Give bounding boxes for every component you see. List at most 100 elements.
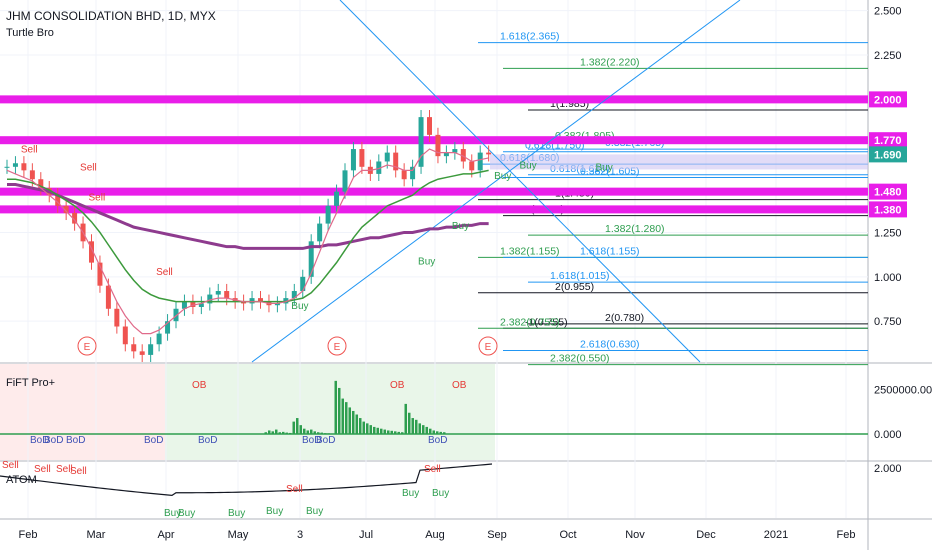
volume-bar[interactable] <box>432 430 436 434</box>
event-marker[interactable] <box>478 336 498 356</box>
volume-bar[interactable] <box>355 414 359 434</box>
volume-bar[interactable] <box>366 423 369 434</box>
volume-bar[interactable] <box>334 380 338 434</box>
candle-body[interactable] <box>139 351 145 355</box>
volume-bar[interactable] <box>299 425 303 434</box>
candle-body[interactable] <box>384 152 390 162</box>
volume-bar[interactable] <box>264 432 268 434</box>
volume-bar[interactable] <box>436 431 439 434</box>
volume-bar[interactable] <box>310 429 313 434</box>
candle-body[interactable] <box>325 205 331 224</box>
candle-body[interactable] <box>249 298 255 304</box>
volume-bar[interactable] <box>324 433 327 434</box>
volume-bar[interactable] <box>390 430 394 434</box>
volume-bar[interactable] <box>306 430 310 434</box>
candle-body[interactable] <box>173 308 179 322</box>
candle-body[interactable] <box>114 308 120 327</box>
candle-body[interactable] <box>38 179 44 189</box>
candle-body[interactable] <box>207 294 213 304</box>
volume-bar[interactable] <box>359 418 362 434</box>
volume-bar[interactable] <box>387 430 390 434</box>
volume-bar[interactable] <box>268 430 271 434</box>
volume-bar[interactable] <box>271 431 275 434</box>
candle-body[interactable] <box>308 241 314 277</box>
candle-body[interactable] <box>334 191 340 206</box>
candle-body[interactable] <box>274 303 280 306</box>
ma-slow-line[interactable] <box>7 183 489 250</box>
candle-body[interactable] <box>427 117 432 135</box>
volume-bar[interactable] <box>317 432 320 434</box>
candle-body[interactable] <box>435 134 441 157</box>
candle-body[interactable] <box>198 303 204 307</box>
candle-body[interactable] <box>97 262 103 286</box>
volume-bar[interactable] <box>320 432 324 434</box>
indicator-turtle-label[interactable]: Turtle Bro <box>6 27 54 39</box>
candle-body[interactable] <box>29 170 35 180</box>
volume-bar[interactable] <box>352 410 355 434</box>
volume-bar[interactable] <box>338 387 341 434</box>
candle-body[interactable] <box>181 301 187 309</box>
volume-bar[interactable] <box>443 432 446 434</box>
candle-body[interactable] <box>410 166 416 180</box>
candle-body[interactable] <box>477 152 483 171</box>
candle-body[interactable] <box>55 195 61 206</box>
trendline-down[interactable] <box>339 0 701 363</box>
volume-bar[interactable] <box>369 425 373 434</box>
atom-line[interactable] <box>0 463 493 497</box>
volume-bar[interactable] <box>282 431 285 434</box>
volume-bar[interactable] <box>289 432 292 434</box>
volume-bar[interactable] <box>362 421 366 434</box>
candle-body[interactable] <box>122 326 128 345</box>
candle-body[interactable] <box>443 152 449 157</box>
volume-bar[interactable] <box>415 419 418 434</box>
volume-bar[interactable] <box>348 407 352 434</box>
event-marker[interactable] <box>77 336 97 356</box>
indicator-atom-label[interactable]: ATOM <box>6 474 37 486</box>
candle-body[interactable] <box>4 166 10 168</box>
candle-body[interactable] <box>452 149 458 153</box>
candle-body[interactable] <box>460 149 466 162</box>
candle-body[interactable] <box>317 223 323 242</box>
candle-body[interactable] <box>63 205 69 213</box>
candle-body[interactable] <box>291 291 297 299</box>
candle-body[interactable] <box>105 285 111 309</box>
volume-bar[interactable] <box>425 426 429 434</box>
volume-bar[interactable] <box>418 423 422 434</box>
candle-body[interactable] <box>148 344 154 355</box>
candle-body[interactable] <box>258 298 263 302</box>
candle-body[interactable] <box>131 344 137 352</box>
candle-body[interactable] <box>165 321 171 334</box>
trendline-up[interactable] <box>251 0 741 363</box>
volume-bar[interactable] <box>373 426 376 434</box>
volume-bar[interactable] <box>422 425 425 434</box>
volume-bar[interactable] <box>285 432 289 434</box>
volume-bar[interactable] <box>327 433 331 434</box>
candle-body[interactable] <box>190 301 196 307</box>
event-marker[interactable] <box>327 336 347 356</box>
volume-bar[interactable] <box>408 412 411 434</box>
candle-body[interactable] <box>224 291 230 299</box>
volume-bar[interactable] <box>376 427 380 434</box>
volume-bar[interactable] <box>341 398 345 434</box>
candle-body[interactable] <box>359 149 365 167</box>
volume-bar[interactable] <box>331 433 334 434</box>
volume-bar[interactable] <box>275 429 278 434</box>
candle-body[interactable] <box>241 301 247 304</box>
ma-fast-line[interactable] <box>6 148 489 335</box>
volume-bar[interactable] <box>345 402 348 434</box>
volume-bar[interactable] <box>429 428 432 434</box>
candle-body[interactable] <box>350 149 356 171</box>
volume-bar[interactable] <box>383 429 387 434</box>
volume-bar[interactable] <box>380 428 383 434</box>
candle-body[interactable] <box>342 170 348 192</box>
volume-bar[interactable] <box>296 418 299 434</box>
candle-body[interactable] <box>72 212 78 224</box>
candle-body[interactable] <box>401 170 407 180</box>
volume-bar[interactable] <box>278 432 282 434</box>
candle-body[interactable] <box>418 117 424 167</box>
candle-body[interactable] <box>300 276 306 292</box>
volume-bar[interactable] <box>397 431 401 434</box>
candle-body[interactable] <box>156 333 162 345</box>
volume-bar[interactable] <box>303 428 306 434</box>
